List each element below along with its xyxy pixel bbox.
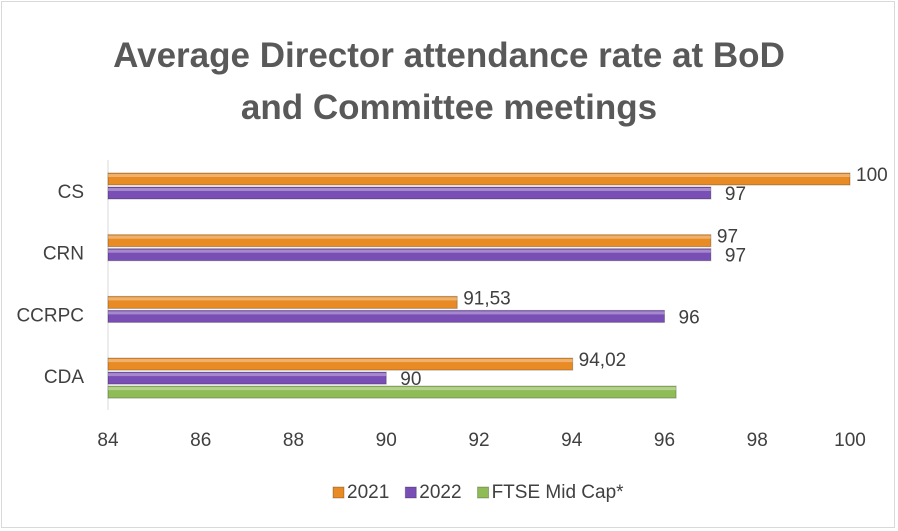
bar — [107, 357, 574, 371]
bar-highlight — [108, 188, 711, 191]
data-label: 97 — [725, 184, 746, 205]
bar — [107, 385, 677, 399]
data-label: 91,53 — [463, 288, 511, 309]
bar — [107, 234, 712, 248]
legend-label: FTSE Mid Cap* — [492, 482, 625, 503]
data-label: 96 — [679, 307, 700, 328]
data-label: 97 — [717, 227, 738, 248]
y-tick-label: CCRPC — [16, 305, 84, 326]
bar-highlight — [108, 387, 677, 391]
legend-swatch — [404, 486, 417, 499]
bar-highlight — [108, 311, 665, 315]
bar-highlight — [108, 174, 850, 177]
data-label: 100 — [856, 165, 888, 186]
chart-title: Average Director attendance rate at BoD … — [113, 36, 785, 127]
legend-label: 2021 — [347, 482, 389, 503]
x-tick-label: 88 — [283, 430, 304, 451]
x-tick-label: 86 — [190, 430, 211, 451]
legend-label: 2022 — [419, 482, 461, 503]
bar — [107, 172, 851, 186]
bar — [107, 186, 712, 200]
data-label: 97 — [725, 246, 746, 267]
bar — [107, 295, 458, 309]
x-tick-label: 100 — [834, 430, 866, 451]
x-tick-label: 84 — [97, 430, 119, 451]
data-label: 94,02 — [579, 350, 627, 371]
data-label: 90 — [400, 369, 421, 390]
bar-highlight — [108, 373, 387, 377]
legend-swatch — [332, 486, 345, 499]
x-tick-label: 94 — [561, 430, 583, 451]
bar — [107, 371, 387, 385]
bar-highlight — [108, 297, 458, 301]
y-tick-label: CS — [58, 182, 84, 203]
bar-highlight — [108, 249, 711, 253]
y-tick-label: CRN — [43, 244, 84, 265]
bar — [107, 248, 712, 262]
x-tick-label: 92 — [468, 430, 489, 451]
bar-highlight — [108, 359, 573, 363]
x-tick-label: 90 — [376, 430, 397, 451]
x-tick-label: 96 — [654, 430, 675, 451]
legend-swatch — [477, 486, 490, 499]
bar-highlight — [108, 235, 711, 239]
bar — [107, 309, 665, 323]
x-tick-label: 98 — [747, 430, 768, 451]
y-tick-label: CDA — [44, 367, 84, 388]
